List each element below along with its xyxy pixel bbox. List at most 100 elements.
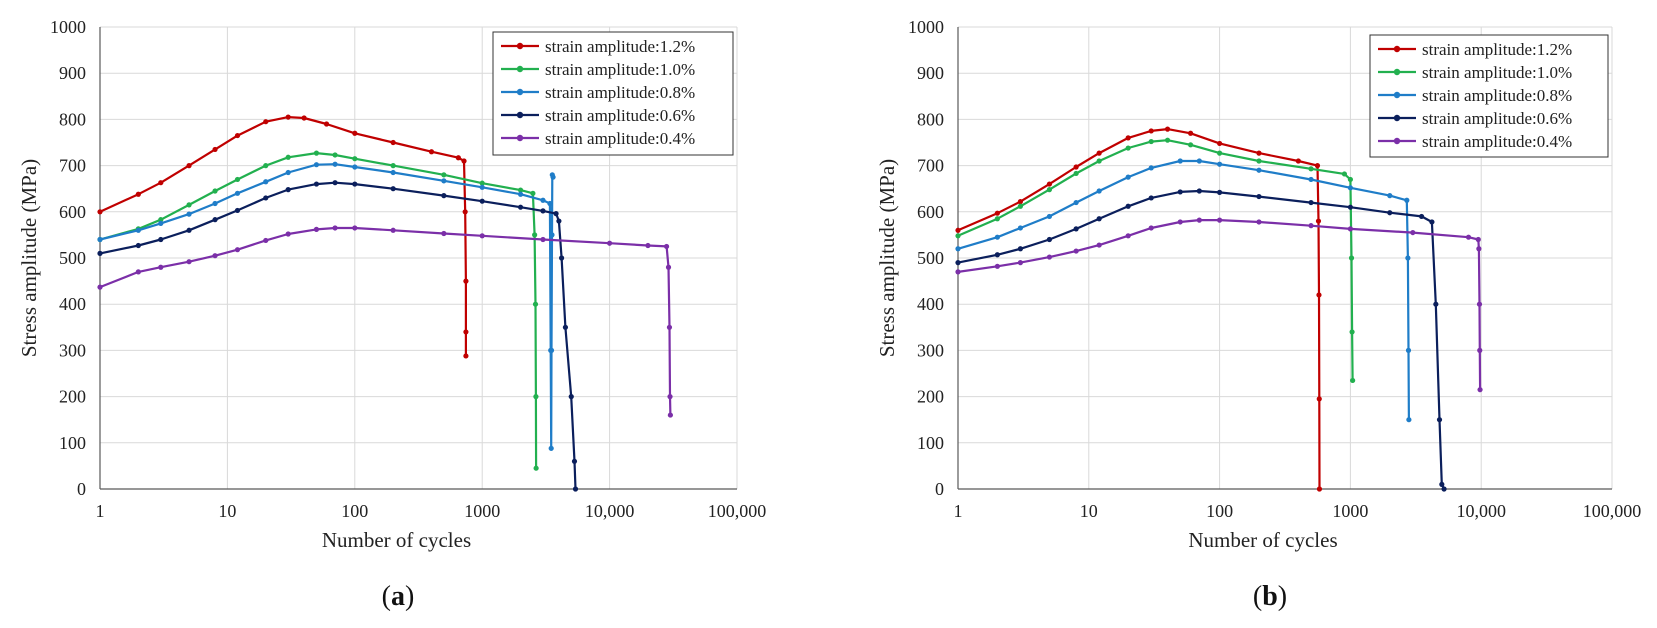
- data-point: [135, 191, 141, 197]
- data-point: [994, 263, 1000, 269]
- data-point: [313, 226, 320, 232]
- data-point: [1477, 387, 1483, 393]
- series-line: [957, 159, 1411, 420]
- data-point: [352, 130, 358, 136]
- data-point: [1148, 138, 1154, 145]
- data-point: [97, 236, 103, 243]
- data-point: [1148, 128, 1154, 134]
- legend-marker: [516, 42, 524, 50]
- data-point: [301, 115, 307, 121]
- data-point: [441, 178, 447, 184]
- data-point: [1164, 126, 1171, 132]
- data-point: [97, 250, 103, 256]
- y-tick-label: 400: [917, 294, 944, 314]
- data-point: [1125, 145, 1131, 151]
- data-point: [263, 237, 269, 244]
- x-tick-label: 10,000: [1456, 501, 1506, 521]
- y-tick-label: 700: [917, 156, 944, 176]
- legend-label: strain amplitude:1.0%: [1422, 63, 1572, 82]
- series-line: [957, 219, 1482, 390]
- data-point: [1073, 164, 1079, 170]
- data-point: [1439, 481, 1445, 487]
- data-point: [332, 180, 338, 186]
- data-point: [455, 155, 461, 161]
- data-point: [1347, 204, 1353, 210]
- data-point: [463, 329, 469, 335]
- data-point: [1315, 218, 1322, 224]
- data-point: [994, 210, 1000, 216]
- data-point: [158, 236, 164, 243]
- x-tick-label: 100: [1206, 501, 1233, 521]
- series-08-group: [955, 158, 1412, 423]
- data-point: [313, 162, 320, 168]
- data-point: [352, 225, 358, 231]
- data-point: [540, 208, 546, 214]
- data-point: [186, 211, 192, 217]
- legend-marker: [1393, 114, 1401, 122]
- data-point: [263, 195, 269, 201]
- chart-panel-a: 0 100 200 300 400 500 600 700 800 900 1000 1 10 100 10…: [17, 17, 766, 612]
- series-06-group: [955, 188, 1447, 492]
- data-point: [1308, 176, 1314, 183]
- data-point: [428, 149, 435, 155]
- data-point: [135, 242, 141, 249]
- data-point: [390, 163, 396, 169]
- data-point: [1347, 176, 1353, 183]
- data-point: [1410, 229, 1416, 236]
- data-point: [1217, 161, 1223, 167]
- data-point: [1148, 165, 1154, 171]
- data-point: [135, 227, 141, 233]
- data-point: [479, 198, 485, 204]
- data-point: [1405, 255, 1411, 261]
- data-point: [158, 217, 164, 223]
- data-point: [548, 445, 554, 451]
- data-point: [1046, 181, 1053, 187]
- data-point: [994, 216, 1000, 222]
- y-tick-label: 1000: [908, 17, 944, 37]
- data-point: [517, 191, 524, 197]
- x-axis-title: Number of cycles: [322, 528, 471, 552]
- series-04-group: [97, 225, 673, 418]
- x-tick-label: 10: [218, 501, 236, 521]
- data-point: [1096, 188, 1102, 194]
- data-point: [135, 269, 141, 275]
- y-tick-label: 300: [59, 340, 86, 360]
- data-point: [550, 174, 556, 180]
- x-tick-label: 1000: [464, 501, 500, 521]
- legend-label: strain amplitude:0.8%: [545, 83, 695, 102]
- data-point: [533, 465, 539, 471]
- data-point: [390, 186, 396, 192]
- data-point: [1073, 170, 1079, 177]
- x-tick-label: 1: [954, 501, 963, 521]
- y-axis-title: Stress amplitude (MPa): [17, 159, 41, 357]
- data-point: [1125, 135, 1131, 141]
- data-point: [285, 187, 291, 193]
- legend-label: strain amplitude:1.2%: [545, 37, 695, 56]
- data-point: [479, 184, 485, 190]
- data-point: [1256, 219, 1262, 225]
- data-point: [1125, 233, 1131, 239]
- data-point: [313, 181, 320, 187]
- legend-marker: [1393, 91, 1401, 99]
- series-04-group: [955, 217, 1483, 393]
- y-axis-title: Stress amplitude (MPa): [875, 159, 899, 357]
- data-point: [645, 242, 651, 249]
- y-tick-label: 100: [917, 433, 944, 453]
- data-point: [955, 246, 961, 252]
- data-point: [562, 324, 569, 330]
- data-point: [332, 225, 338, 231]
- data-point: [323, 121, 330, 127]
- legend: strain amplitude:1.2% strain amplitude:1.…: [492, 31, 734, 156]
- data-point: [1316, 396, 1322, 402]
- legend-marker: [516, 88, 524, 96]
- data-point: [1316, 486, 1323, 492]
- y-tick-label: 600: [59, 202, 86, 222]
- data-point: [441, 230, 447, 237]
- data-point: [1017, 203, 1024, 209]
- data-point: [1347, 185, 1353, 191]
- series-line: [957, 189, 1446, 490]
- data-point: [186, 259, 192, 265]
- series-line: [957, 128, 1321, 490]
- data-point: [1017, 199, 1024, 205]
